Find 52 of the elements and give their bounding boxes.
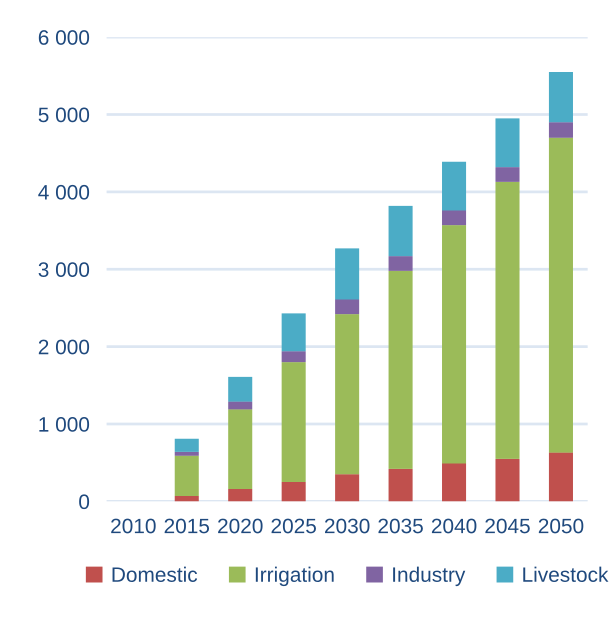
y-tick-label: 5 000 [38, 108, 90, 122]
bar [388, 206, 413, 256]
bar [174, 456, 199, 496]
bar [335, 474, 360, 502]
y-tick-label: 2 000 [38, 340, 90, 354]
bar [548, 452, 573, 502]
x-tick-label: 2015 [164, 518, 210, 534]
bar [228, 409, 252, 490]
bar [335, 299, 360, 314]
y-tick-label: 3 000 [38, 262, 90, 278]
bar [228, 489, 252, 502]
bar [548, 72, 573, 122]
x-tick-label: 2045 [485, 518, 530, 534]
bar [388, 270, 413, 469]
x-tick-label: 2050 [538, 518, 584, 534]
bar [442, 463, 466, 502]
bar [174, 452, 199, 456]
bar [228, 402, 252, 410]
bar [174, 438, 199, 452]
x-tick-label: 2040 [432, 518, 476, 534]
x-tick-label: 2025 [272, 518, 316, 534]
bar [282, 313, 306, 352]
y-tick-label: 1 000 [39, 417, 90, 432]
bar [548, 138, 573, 453]
bar [442, 225, 466, 464]
bar [282, 362, 306, 482]
bar [495, 167, 520, 182]
x-tick-label: 2020 [218, 518, 263, 534]
y-tick-label: 6 000 [38, 30, 90, 45]
bar [282, 482, 306, 502]
y-tick-label: 4 000 [38, 184, 90, 200]
bar [282, 351, 306, 362]
bar [442, 162, 466, 210]
x-tick-label: 2030 [325, 518, 370, 534]
bar [174, 496, 199, 502]
bar [335, 314, 360, 474]
legend-label: Irrigation [256, 566, 334, 586]
x-tick-label: 2010 [111, 518, 156, 534]
legend-label: Livestock [523, 566, 608, 582]
bar [388, 468, 413, 502]
bar [442, 210, 466, 226]
bar [548, 122, 573, 138]
bar [335, 248, 360, 300]
legend-label: Domestic [112, 566, 198, 582]
legend-label: Industry [393, 566, 466, 586]
bar [388, 256, 413, 271]
y-tick-label: 0 [79, 494, 90, 510]
bar [495, 118, 520, 168]
bar [228, 376, 252, 402]
x-tick-label: 2035 [378, 518, 423, 534]
bar [495, 182, 520, 459]
bar [495, 458, 520, 502]
